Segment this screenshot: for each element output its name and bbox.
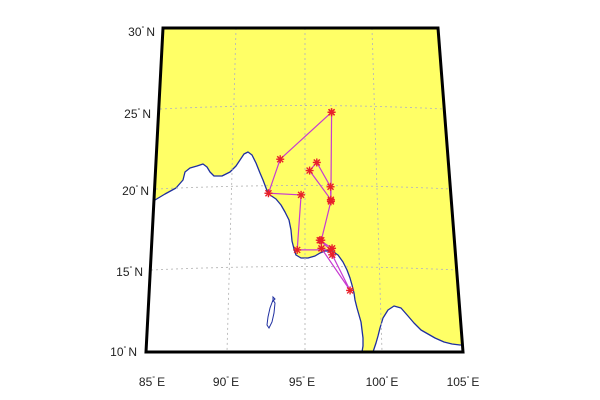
map-frame: [144, 26, 465, 354]
lon-tick-label-105: 105° E: [447, 375, 480, 389]
lon-tick-label-85: 85° E: [139, 375, 165, 389]
track-point-marker: [317, 244, 326, 253]
track-point-marker: [276, 155, 285, 164]
track-point-marker: [264, 189, 273, 198]
grid-line-lon-100: [371, 27, 383, 353]
track-point-marker: [328, 250, 337, 259]
track-point-marker: [297, 190, 306, 199]
lon-tick-labels: 85° E 90° E 95° E 100° E 105° E: [139, 375, 480, 389]
lat-tick-label-30: 30° N: [128, 25, 155, 39]
islet-outline: [272, 295, 276, 303]
track-point-marker: [305, 166, 314, 175]
track-point-marker: [326, 195, 335, 204]
track-point-marker: [312, 158, 321, 167]
track-point-marker: [293, 245, 302, 254]
lat-tick-label-25: 25° N: [124, 107, 151, 121]
lat-tick-label-10: 10° N: [110, 345, 137, 359]
lon-tick-label-95: 95° E: [289, 375, 315, 389]
lon-tick-label-90: 90° E: [213, 375, 239, 389]
graticule: [150, 27, 458, 353]
land-mass: [146, 28, 463, 352]
lat-tick-label-20: 20° N: [122, 184, 149, 198]
island-outline: [266, 298, 276, 329]
track-point-marker: [317, 236, 326, 245]
storm-track-markers: [264, 108, 355, 295]
grid-line-lon-90: [226, 27, 237, 353]
track-point-marker: [346, 286, 355, 295]
lat-tick-label-15: 15° N: [116, 265, 143, 279]
grid-line-lat-25: [159, 105, 445, 110]
grid-line-lat-15: [150, 266, 458, 271]
track-point-marker: [327, 108, 336, 117]
track-point-marker: [326, 182, 335, 191]
lat-tick-labels: 30° N 25° N 20° N 15° N 10° N: [110, 25, 155, 359]
lon-tick-label-100: 100° E: [366, 375, 399, 389]
